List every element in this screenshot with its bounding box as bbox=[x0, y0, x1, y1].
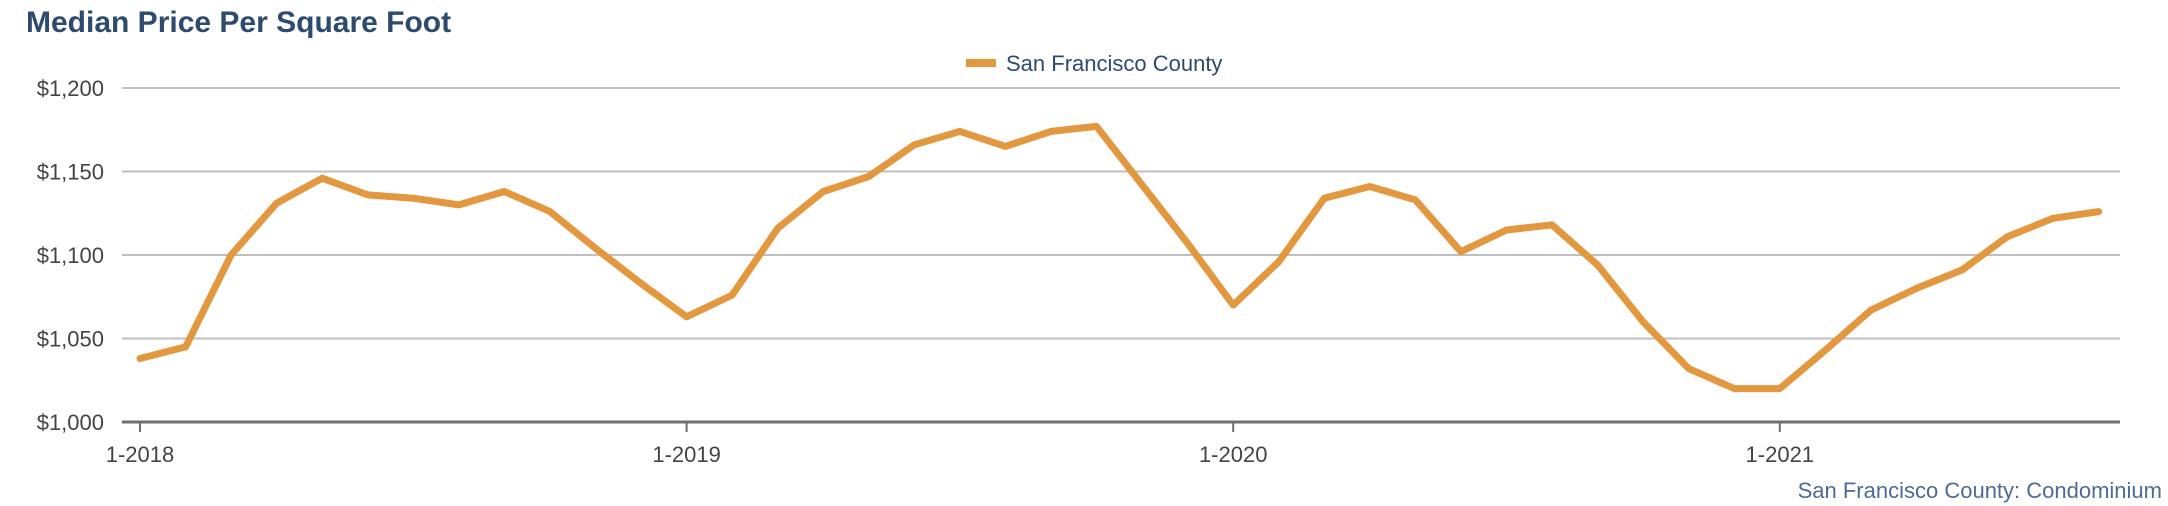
y-tick-label: $1,200 bbox=[37, 76, 104, 101]
legend: San Francisco County bbox=[966, 51, 1222, 76]
axes: $1,000 $1,050 $1,100 $1,150 $1,200 1-2018 1-20… bbox=[37, 76, 2120, 467]
x-tick-label: 1-2021 bbox=[1746, 442, 1815, 467]
legend-label: San Francisco County bbox=[1006, 51, 1222, 76]
x-tick-label: 1-2020 bbox=[1199, 442, 1268, 467]
gridlines bbox=[122, 87, 2120, 340]
y-tick-label: $1,000 bbox=[37, 410, 104, 435]
x-tick-label: 1-2018 bbox=[106, 442, 175, 467]
chart-title: Median Price Per Square Foot bbox=[26, 6, 452, 39]
source-note: San Francisco County: Condominium bbox=[1797, 478, 2162, 503]
series-line-0 bbox=[136, 122, 2103, 393]
y-tick-label: $1,050 bbox=[37, 327, 104, 352]
series-layer bbox=[136, 122, 2103, 393]
y-tick-label: $1,100 bbox=[37, 243, 104, 268]
y-tick-label: $1,150 bbox=[37, 160, 104, 185]
x-tick-label: 1-2019 bbox=[652, 442, 721, 467]
